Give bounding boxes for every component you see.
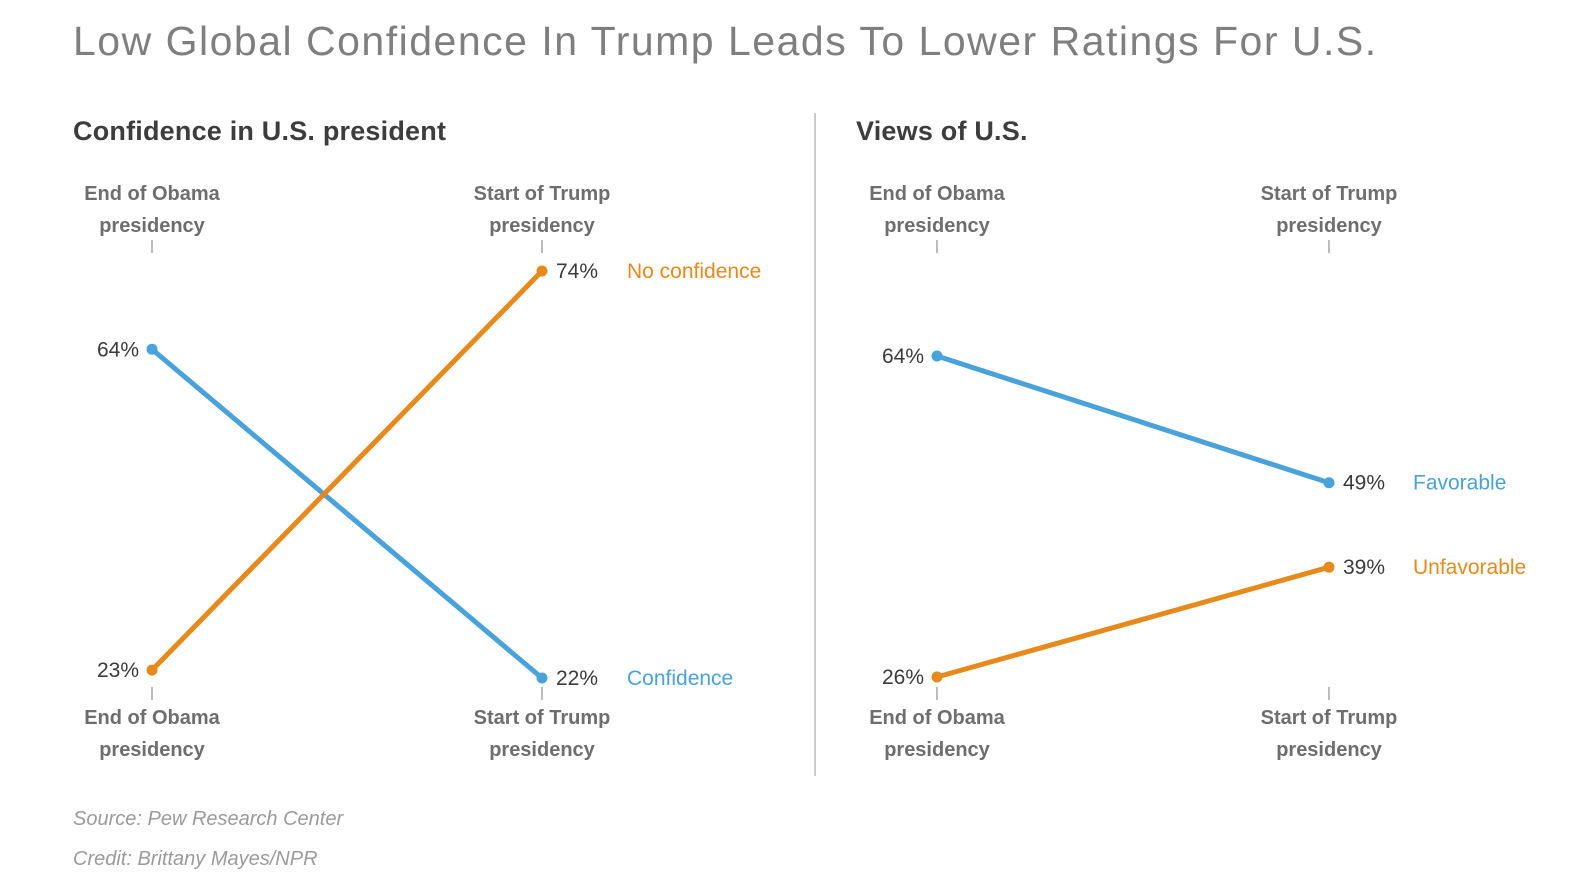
slope-line-unfavorable <box>936 564 1330 680</box>
panel-divider <box>814 113 816 776</box>
data-point-no-confidence-start <box>146 664 158 676</box>
axis-label-top-right: Start of Trump presidency <box>1261 183 1398 237</box>
axis-label-top-left: End of Obama presidency <box>84 183 220 237</box>
series-label-no-confidence: No confidence <box>627 260 761 283</box>
axis-label-top-left: End of Obama presidency <box>869 183 1005 237</box>
data-point-favorable-end <box>1323 477 1335 489</box>
value-label-confidence-end: 22% <box>556 667 598 690</box>
axis-label-bottom-right: Start of Trump presidency <box>474 707 611 761</box>
chart-title: Low Global Confidence In Trump Leads To … <box>73 18 1378 64</box>
series-label-confidence: Confidence <box>627 667 733 690</box>
axis-label-top-right: Start of Trump presidency <box>474 183 611 237</box>
panel-title-confidence: Confidence in U.S. president <box>73 116 447 146</box>
value-label-confidence-start: 64% <box>97 338 139 361</box>
value-label-no-confidence-end: 74% <box>556 260 598 283</box>
slope-line-favorable <box>936 353 1330 486</box>
credit-note: Credit: Brittany Mayes/NPR <box>73 848 318 870</box>
source-note: Source: Pew Research Center <box>73 808 344 830</box>
data-point-unfavorable-start <box>931 671 943 683</box>
data-point-favorable-start <box>931 350 943 362</box>
slope-line-no-confidence <box>150 269 544 672</box>
axis-label-bottom-left: End of Obama presidency <box>869 707 1005 761</box>
series-label-unfavorable: Unfavorable <box>1413 556 1526 579</box>
value-label-no-confidence-start: 23% <box>97 659 139 682</box>
value-label-favorable-end: 49% <box>1343 472 1385 495</box>
value-label-unfavorable-start: 26% <box>882 666 924 689</box>
slope-line-confidence <box>150 347 544 680</box>
data-point-no-confidence-end <box>536 265 548 277</box>
value-label-unfavorable-end: 39% <box>1343 556 1385 579</box>
data-point-confidence-start <box>146 343 158 355</box>
panel-title-views: Views of U.S. <box>856 116 1028 146</box>
axis-label-bottom-left: End of Obama presidency <box>84 707 220 761</box>
data-point-unfavorable-end <box>1323 561 1335 573</box>
series-label-favorable: Favorable <box>1413 472 1506 495</box>
data-point-confidence-end <box>536 672 548 684</box>
axis-label-bottom-right: Start of Trump presidency <box>1261 707 1398 761</box>
value-label-favorable-start: 64% <box>882 345 924 368</box>
